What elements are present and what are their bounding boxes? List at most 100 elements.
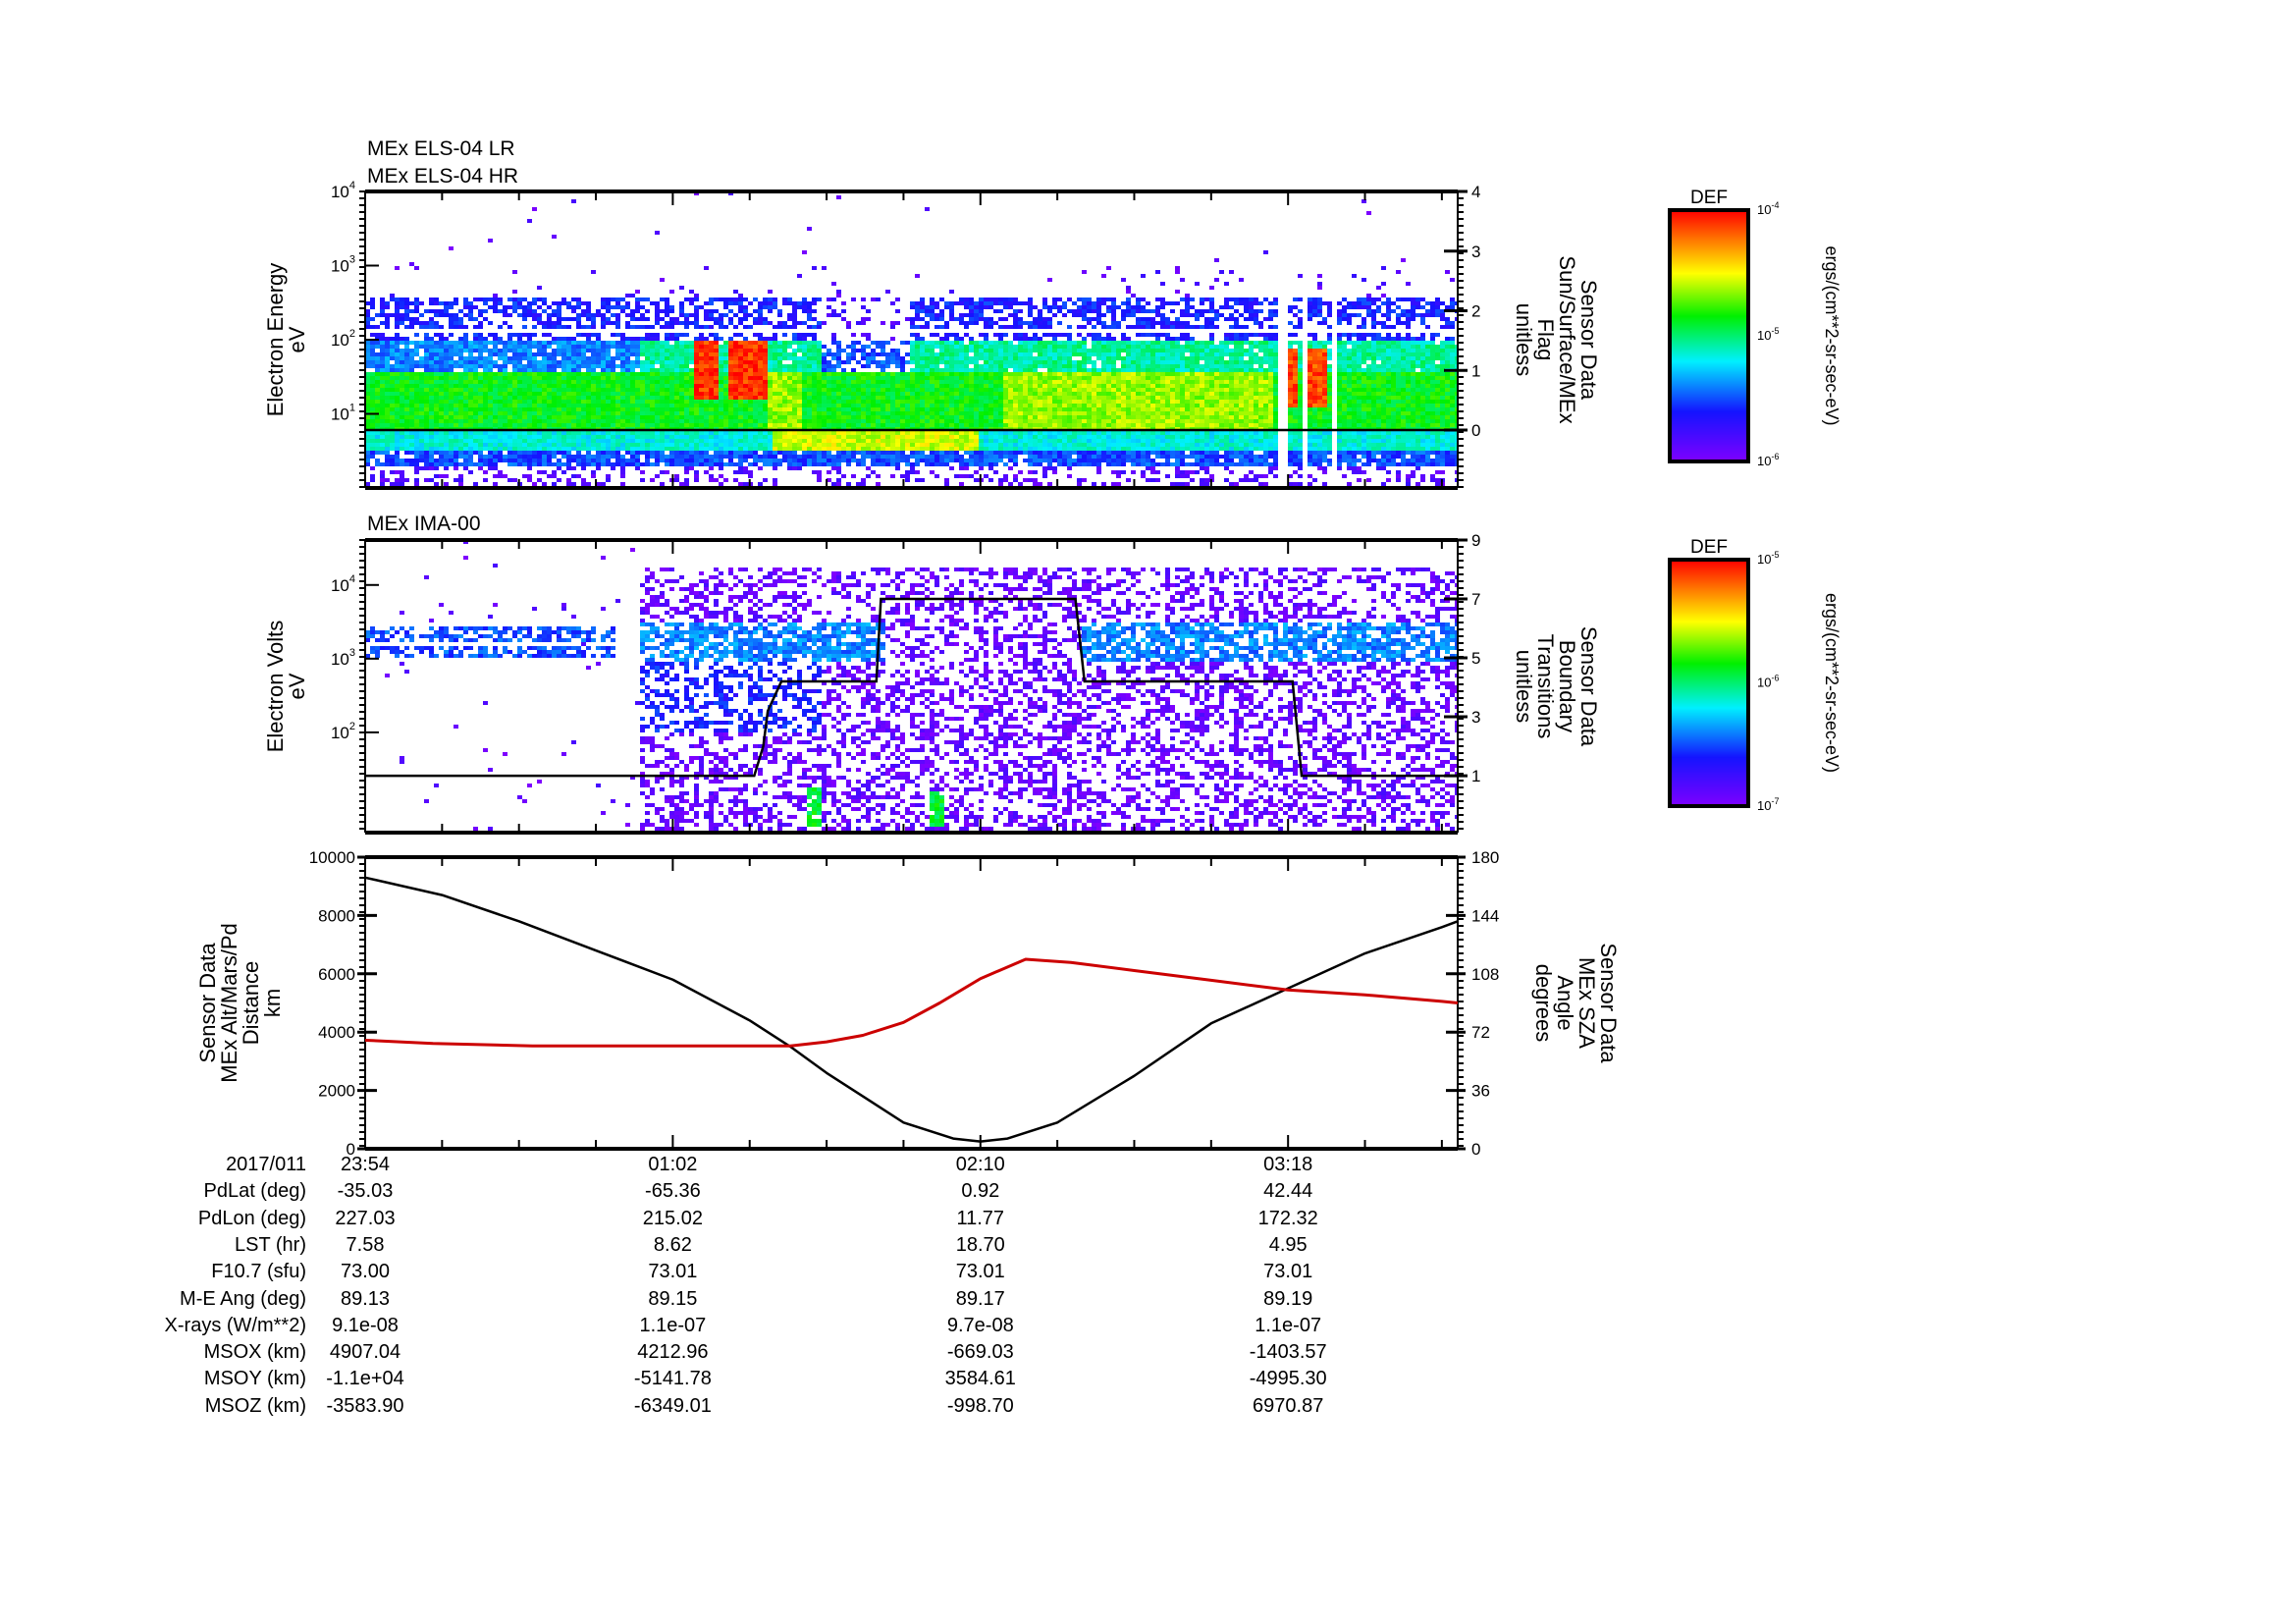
svg-text:ergs/(cm**2-sr-sec-eV): ergs/(cm**2-sr-sec-eV) (1822, 593, 1842, 773)
sza-line (364, 957, 1459, 1048)
panel-title: MEx ELS-04 LR (367, 137, 515, 160)
y2-axis-label-line: Transitions (1533, 634, 1558, 739)
table-cell: 9.7e-08 (946, 1314, 1014, 1336)
table-cell: 6970.87 (1253, 1394, 1324, 1417)
y2-tick-label: 0 (1471, 1140, 1480, 1159)
y2-axis-label-line: Sun/Surface/MEx (1555, 255, 1579, 423)
colorbar-tick-label: 10-7 (1757, 796, 1779, 813)
time-tick-label: 23:54 (340, 1154, 391, 1175)
table-row-label: MSOX (km) (203, 1341, 306, 1364)
table-cell: 8.62 (653, 1233, 692, 1256)
colorbar-title: DEF (1690, 188, 1728, 208)
colorbar-gradient-ima (1670, 560, 1748, 806)
y2-axis-label-line: degrees (1531, 964, 1556, 1043)
y-tick-label: 101 (331, 403, 355, 424)
y-axis-label-line: eV (285, 673, 309, 699)
y2-axis-label-line: unitless (1512, 303, 1536, 377)
y2-tick-label: 180 (1471, 848, 1499, 867)
table-cell: -65.36 (645, 1180, 701, 1203)
els-spectrogram (365, 191, 1458, 488)
table-cell: 89.19 (1263, 1287, 1313, 1310)
y-axis-label-line: Sensor Data (195, 943, 220, 1063)
y-tick-label: 8000 (318, 906, 355, 925)
altitude-line (364, 876, 1459, 1143)
svg-text:ergs/(cm**2-sr-sec-eV): ergs/(cm**2-sr-sec-eV) (1822, 245, 1842, 425)
y2-axis-label-line: Flag (1533, 319, 1558, 361)
colorbar-tick-label: 10-5 (1757, 550, 1779, 567)
table-cell: 172.32 (1257, 1207, 1318, 1229)
y2-axis-label-line: Sensor Data (1576, 626, 1601, 747)
y-tick-label: 102 (331, 721, 355, 742)
table-cell: 89.17 (955, 1287, 1005, 1310)
y-axis-label-line: eV (285, 326, 309, 352)
table-cell: -669.03 (946, 1341, 1014, 1364)
table-cell: -1.1e+04 (326, 1368, 404, 1390)
y2-tick-label: 7 (1471, 590, 1480, 609)
table-row-label: PdLon (deg) (197, 1207, 306, 1229)
y-axis-label-line: Electron Energy (263, 263, 288, 417)
colorbar-gradient-els (1670, 210, 1748, 461)
table-cell: 1.1e-07 (639, 1314, 707, 1336)
y2-tick-label: 3 (1471, 708, 1480, 727)
table-cell: 89.13 (340, 1287, 391, 1310)
table-cell: 18.70 (955, 1233, 1005, 1256)
colorbar-tick-label: 10-4 (1757, 200, 1779, 217)
y2-axis-label-line: MEx SZA (1575, 957, 1599, 1049)
colorbar-title: DEF (1690, 537, 1728, 558)
table-row-label: M-E Ang (deg) (180, 1287, 306, 1310)
panel-title: MEx ELS-04 HR (367, 165, 518, 188)
table-cell: 4212.96 (637, 1341, 709, 1364)
table-cell: 11.77 (956, 1207, 1005, 1229)
table-cell: -6349.01 (633, 1394, 712, 1417)
y2-tick-label: 1 (1471, 767, 1480, 785)
table-cell: 4.95 (1268, 1233, 1308, 1256)
table-cell: 73.00 (340, 1261, 391, 1283)
colorbar-frame (1668, 558, 1750, 808)
table-row-label: MSOY (km) (203, 1368, 306, 1390)
y2-tick-label: 108 (1471, 965, 1499, 984)
y-tick-label: 102 (331, 328, 355, 350)
colorbar-frame (1668, 208, 1750, 463)
y-tick-label: 2000 (318, 1082, 355, 1101)
y2-tick-label: 2 (1471, 302, 1480, 321)
y2-tick-label: 9 (1471, 531, 1480, 550)
y2-axis-label-line: Boundary (1555, 640, 1579, 732)
y2-tick-label: 3 (1471, 243, 1480, 261)
time-tick-label: 02:10 (955, 1154, 1005, 1175)
colorbar-units: ergs/(cm**2-sr-sec-eV) (1822, 593, 1842, 773)
y2-axis-label-line: Sensor Data (1576, 280, 1601, 401)
table-cell: 73.01 (955, 1261, 1005, 1283)
y2-axis-label-line: Sensor Data (1596, 943, 1621, 1063)
colorbar-tick-label: 10-5 (1757, 326, 1779, 343)
y-axis-label-line: Distance (239, 961, 263, 1046)
y2-tick-label: 0 (1471, 421, 1480, 440)
y-tick-label: 0 (347, 1140, 355, 1159)
table-cell: 4907.04 (329, 1341, 401, 1364)
time-tick-label: 01:02 (648, 1154, 698, 1175)
table-cell: 0.92 (961, 1180, 1000, 1203)
y-axis-label-line: km (260, 989, 285, 1017)
boundary-line (365, 597, 1458, 778)
table-cell: -998.70 (946, 1394, 1014, 1417)
y-tick-label: 103 (331, 647, 355, 669)
table-cell: 73.01 (648, 1261, 698, 1283)
table-cell: 73.01 (1263, 1261, 1313, 1283)
y-tick-label: 6000 (318, 965, 355, 984)
colorbar-tick-label: 10-6 (1757, 674, 1779, 690)
table-row-label: X-rays (W/m**2) (164, 1314, 306, 1336)
table-row-label: MSOZ (km) (204, 1394, 306, 1417)
table-cell: 42.44 (1263, 1180, 1313, 1203)
table-row-label: F10.7 (sfu) (211, 1261, 306, 1283)
y2-tick-label: 5 (1471, 649, 1480, 668)
colorbar-units: ergs/(cm**2-sr-sec-eV) (1822, 245, 1842, 425)
panel-title: MEx IMA-00 (367, 513, 481, 535)
colorbar-tick-label: 10-6 (1757, 452, 1779, 468)
table-row-label: PdLat (deg) (203, 1180, 306, 1203)
table-cell: -5141.78 (633, 1368, 712, 1390)
y2-tick-label: 4 (1471, 183, 1480, 201)
